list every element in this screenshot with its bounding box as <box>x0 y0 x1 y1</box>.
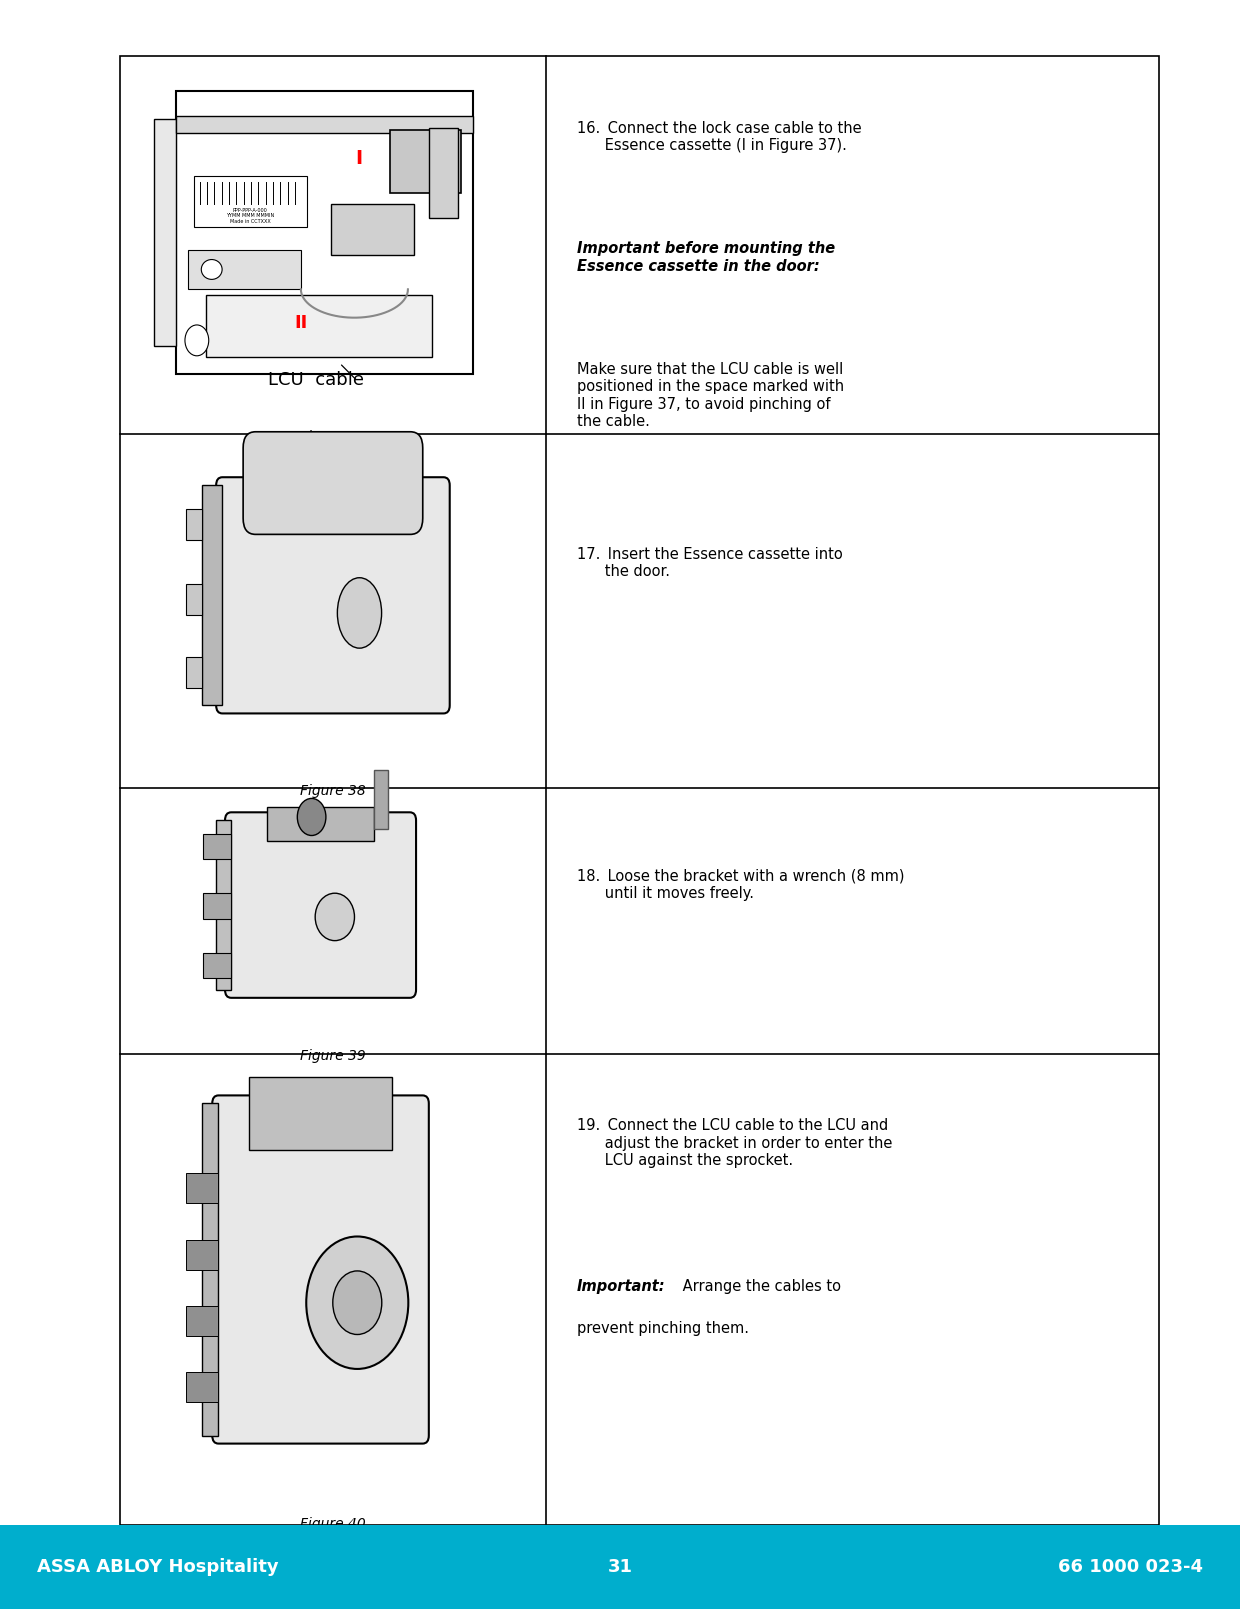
Text: 17. Insert the Essence cassette into
      the door.: 17. Insert the Essence cassette into the… <box>577 547 842 579</box>
Bar <box>374 769 388 829</box>
Text: 18. Loose the bracket with a wrench (8 mm)
      until it moves freely.: 18. Loose the bracket with a wrench (8 m… <box>577 869 904 901</box>
Text: Important before mounting the
Essence cassette in the door:: Important before mounting the Essence ca… <box>577 241 835 274</box>
Text: Make sure that the LCU cable is well
positioned in the space marked with
II in F: Make sure that the LCU cable is well pos… <box>577 362 843 430</box>
Text: II: II <box>294 314 308 333</box>
Ellipse shape <box>337 578 382 648</box>
Bar <box>176 90 474 375</box>
Bar <box>186 1372 218 1403</box>
Bar <box>193 175 306 227</box>
Text: ASSA ABLOY Hospitality: ASSA ABLOY Hospitality <box>37 1558 279 1577</box>
Text: Figure 40: Figure 40 <box>300 1517 366 1532</box>
FancyBboxPatch shape <box>243 431 423 534</box>
Bar <box>120 56 1159 1525</box>
Text: Figure 37: Figure 37 <box>300 430 366 444</box>
Text: 16. Connect the lock case cable to the
      Essence cassette (I in Figure 37).: 16. Connect the lock case cable to the E… <box>577 121 862 153</box>
Bar <box>186 510 202 541</box>
Bar <box>429 127 459 219</box>
FancyBboxPatch shape <box>212 1096 429 1443</box>
Bar <box>188 249 301 290</box>
Circle shape <box>332 1271 382 1334</box>
Bar <box>249 1076 392 1150</box>
Circle shape <box>185 325 208 356</box>
Bar <box>186 1307 218 1335</box>
Bar <box>391 130 461 193</box>
Bar <box>202 893 231 919</box>
Text: 19. Connect the LCU cable to the LCU and
      adjust the bracket in order to en: 19. Connect the LCU cable to the LCU and… <box>577 1118 892 1168</box>
Bar <box>202 486 222 705</box>
FancyBboxPatch shape <box>216 478 450 713</box>
Text: I: I <box>356 150 362 167</box>
Bar <box>206 294 432 357</box>
Bar <box>186 1239 218 1270</box>
Bar <box>202 953 231 978</box>
Text: 66 1000 023-4: 66 1000 023-4 <box>1058 1558 1203 1577</box>
Bar <box>0 1525 1240 1609</box>
Circle shape <box>298 798 326 835</box>
Bar <box>186 584 202 615</box>
Text: prevent pinching them.: prevent pinching them. <box>577 1321 749 1335</box>
Bar <box>202 833 231 859</box>
FancyBboxPatch shape <box>224 813 417 998</box>
Text: PPP-PPP-A-000
YYMM MMM MMMIN
Made in CCTXXX: PPP-PPP-A-000 YYMM MMM MMMIN Made in CCT… <box>226 208 274 224</box>
Ellipse shape <box>201 259 222 280</box>
Text: Figure 38: Figure 38 <box>300 784 366 798</box>
Bar <box>154 119 176 346</box>
Bar <box>202 1104 218 1435</box>
Bar <box>331 204 414 256</box>
Text: Important:: Important: <box>577 1279 665 1294</box>
Bar <box>267 806 374 840</box>
Text: Arrange the cables to: Arrange the cables to <box>678 1279 841 1294</box>
Bar <box>186 1173 218 1204</box>
Text: Figure 39: Figure 39 <box>300 1049 366 1064</box>
Ellipse shape <box>315 893 355 941</box>
Circle shape <box>306 1236 408 1369</box>
Bar <box>186 656 202 687</box>
Text: 31: 31 <box>608 1558 632 1577</box>
Text: LCU  cable: LCU cable <box>268 372 365 389</box>
Bar <box>216 821 231 990</box>
Bar <box>176 116 474 134</box>
